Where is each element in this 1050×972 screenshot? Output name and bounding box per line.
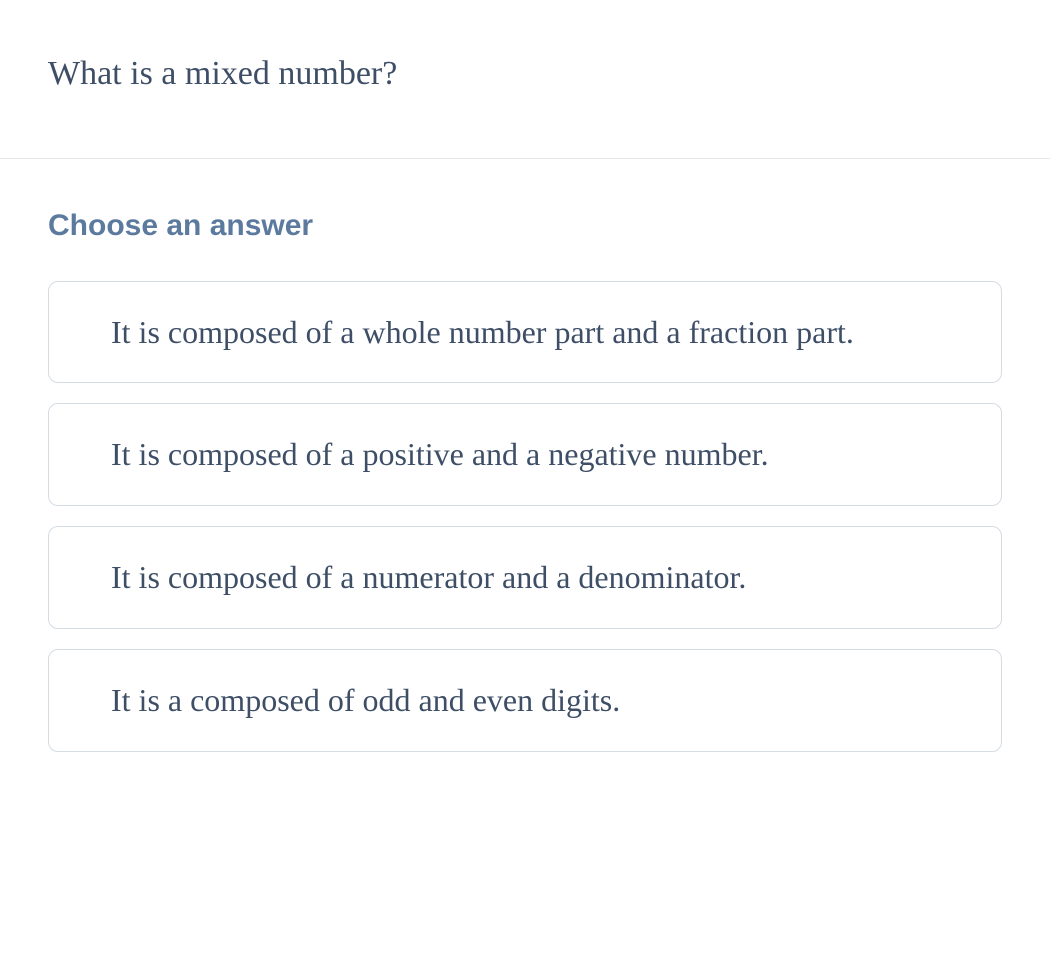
answer-option-1[interactable]: It is composed of a whole number part an… [48,281,1002,384]
answer-option-2[interactable]: It is composed of a positive and a negat… [48,403,1002,506]
choose-answer-label: Choose an answer [48,209,1002,243]
answer-option-3[interactable]: It is composed of a numerator and a deno… [48,526,1002,629]
answer-text: It is a composed of odd and even digits. [111,674,967,727]
answer-section: Choose an answer It is composed of a who… [0,159,1050,812]
question-section: What is a mixed number? [0,0,1050,159]
question-text: What is a mixed number? [48,50,1002,98]
answer-text: It is composed of a whole number part an… [111,306,967,359]
answer-option-4[interactable]: It is a composed of odd and even digits. [48,649,1002,752]
answer-text: It is composed of a numerator and a deno… [111,551,967,604]
answer-text: It is composed of a positive and a negat… [111,428,967,481]
